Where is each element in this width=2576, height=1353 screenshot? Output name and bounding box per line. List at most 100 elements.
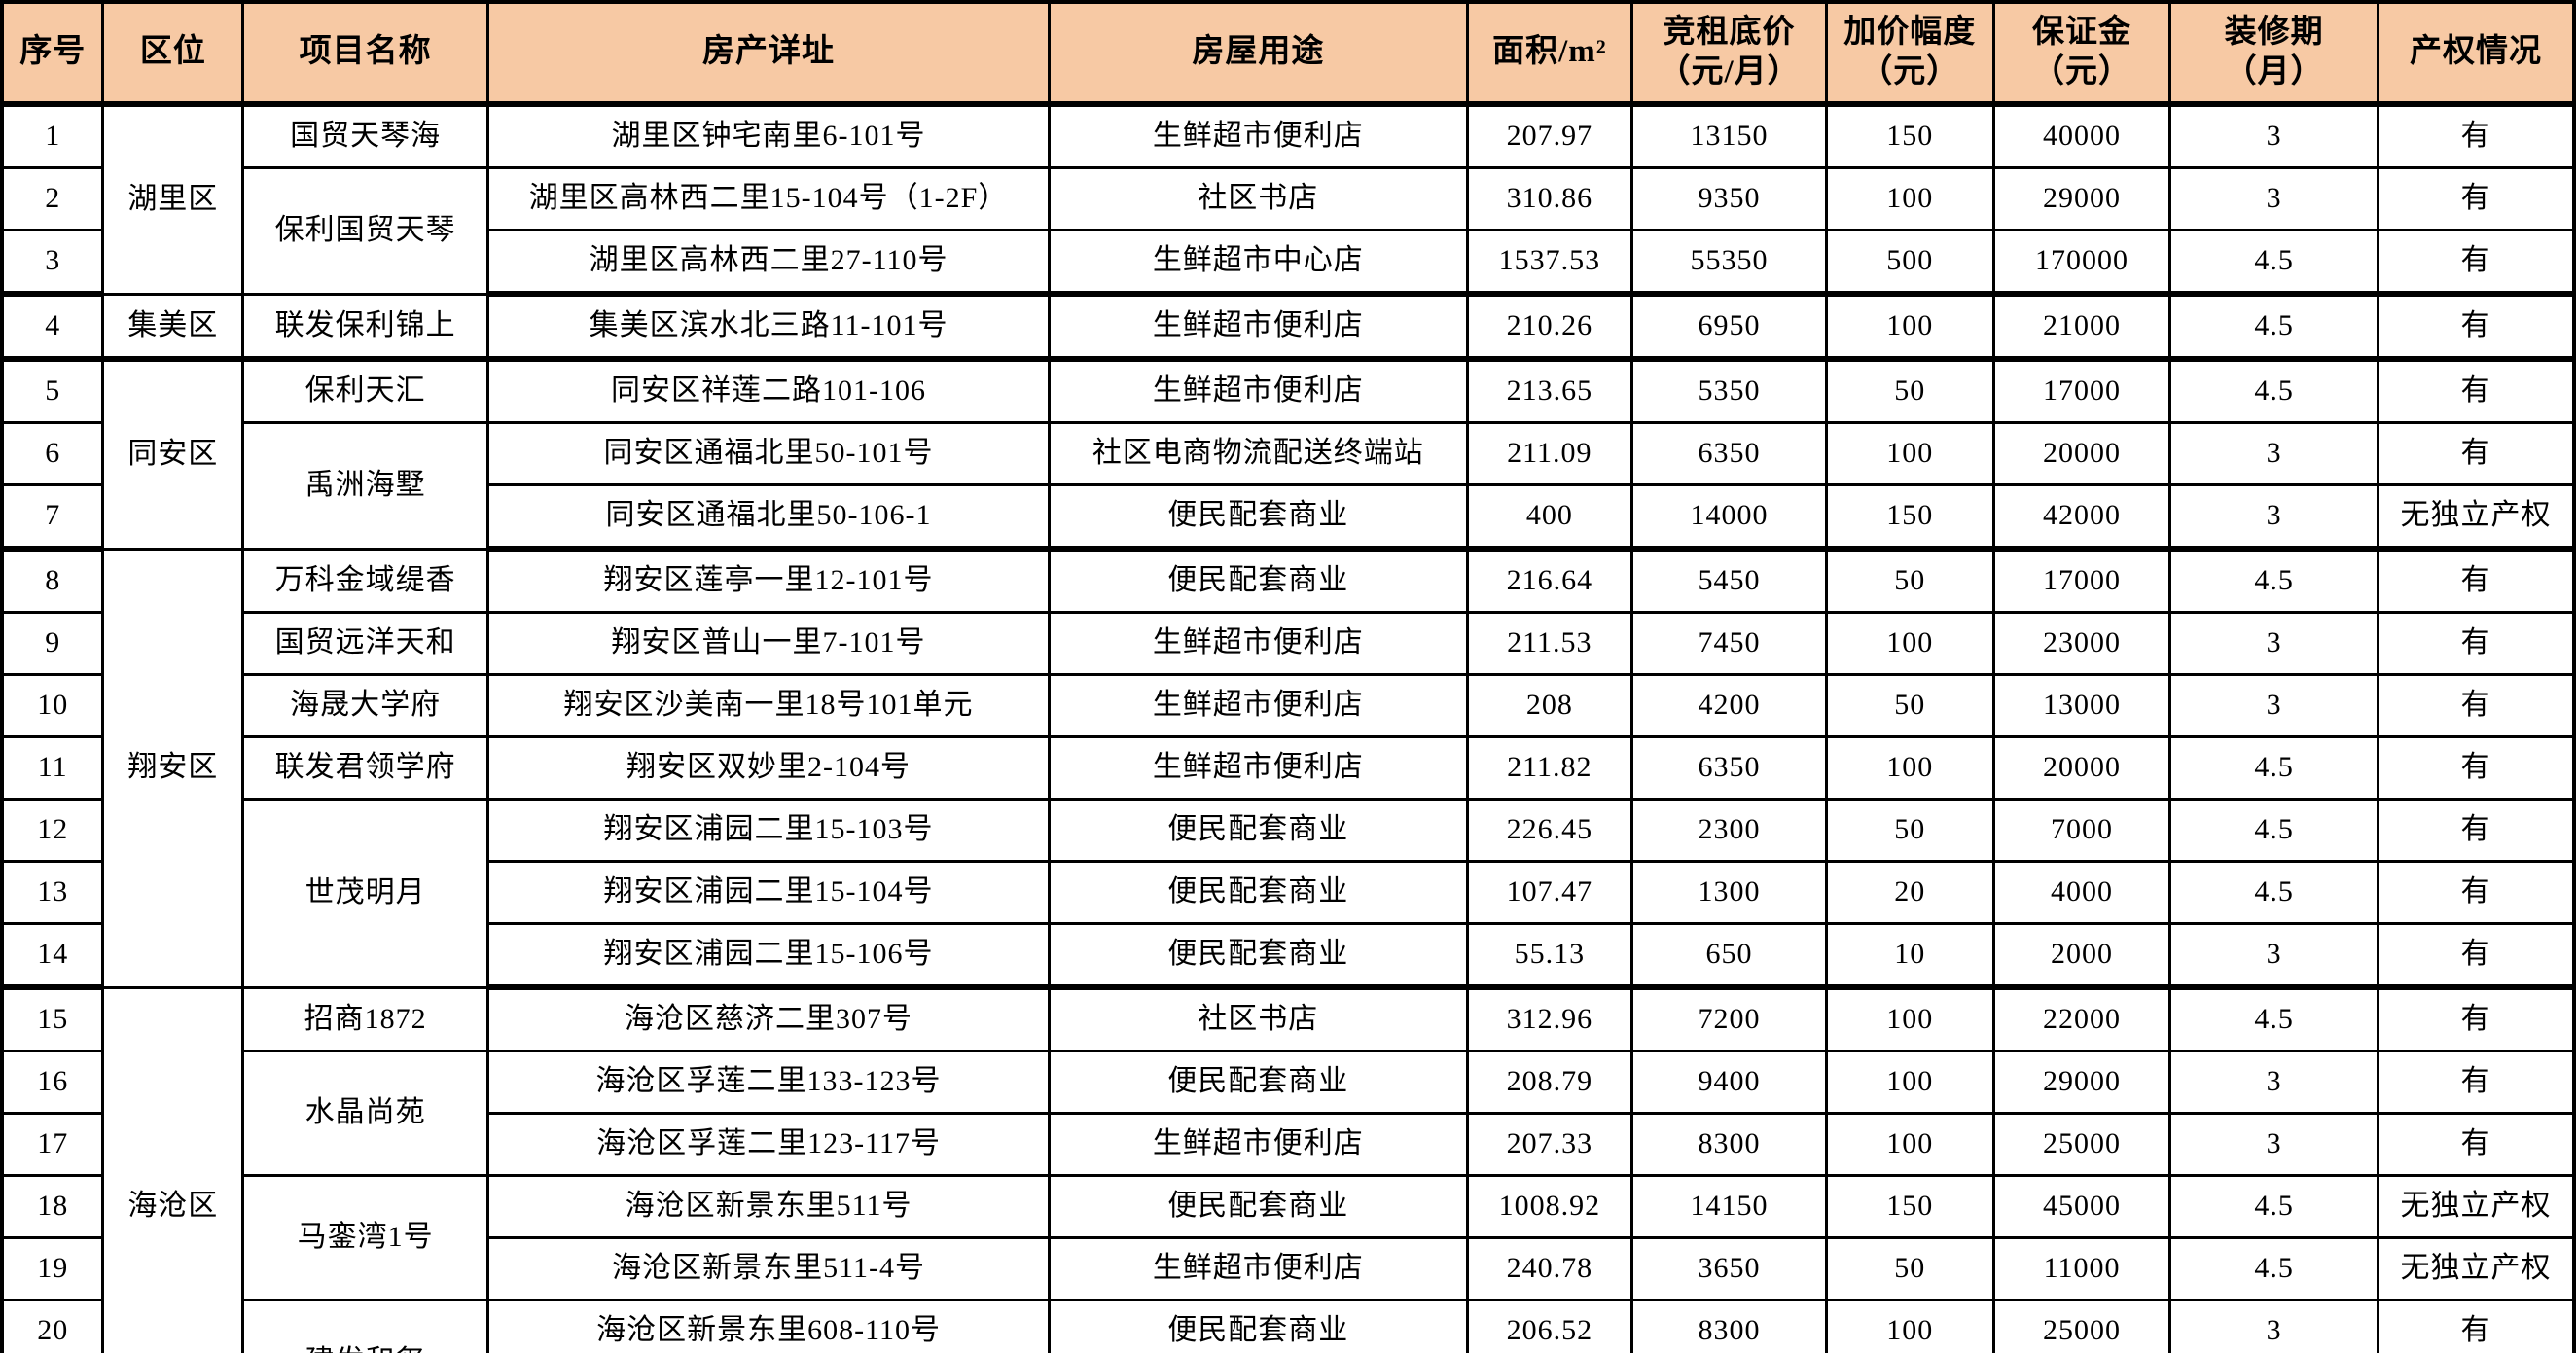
cell-base-rent: 14000 [1630,483,1828,552]
cell-base-rent: 9400 [1630,1050,1828,1115]
cell-area: 206.52 [1465,1299,1634,1353]
cell-address: 海沧区新景东里511号 [485,1174,1052,1239]
cell-increment: 100 [1824,292,1995,362]
column-header-ownership: 产权情况 [2376,0,2576,107]
cell-address: 海沧区新景东里608-110号 [485,1299,1052,1353]
cell-deposit: 17000 [1991,357,2172,424]
cell-base-rent: 2300 [1630,798,1828,863]
cell-district: 海沧区 [101,985,245,1353]
cell-deposit: 11000 [1991,1236,2172,1301]
cell-project: 禹洲海墅 [241,421,489,551]
cell-renovation: 4.5 [2168,798,2379,863]
cell-increment: 50 [1824,798,1995,863]
cell-district: 翔安区 [101,547,245,989]
cell-no: 9 [0,611,105,676]
cell-base-rent: 8300 [1630,1299,1828,1353]
cell-increment: 100 [1824,1112,1995,1177]
cell-renovation: 3 [2168,102,2379,169]
cell-ownership: 有 [2376,102,2576,169]
cell-renovation: 4.5 [2168,229,2379,297]
column-header-area: 面积/m² [1465,0,1634,107]
table-row: 10 海晟大学府 翔安区沙美南一里18号101单元 生鲜超市便利店 208 4200 50 1… [0,673,2576,738]
cell-usage: 社区书店 [1048,985,1469,1052]
cell-deposit: 20000 [1991,421,2172,486]
cell-usage: 便民配套商业 [1048,1050,1469,1115]
cell-ownership: 有 [2376,673,2576,738]
cell-no: 5 [0,357,105,424]
cell-usage: 便民配套商业 [1048,483,1469,552]
cell-usage: 便民配套商业 [1048,1174,1469,1239]
table-row: 20 建发和玺海沧区新景东里608-110号便民配套商业206.528300100… [0,1299,2576,1353]
cell-renovation: 3 [2168,1112,2379,1177]
cell-usage: 便民配套商业 [1048,1299,1469,1353]
cell-renovation: 4.5 [2168,547,2379,614]
cell-area: 107.47 [1465,860,1634,925]
cell-renovation: 4.5 [2168,292,2379,362]
cell-area: 213.65 [1465,357,1634,424]
cell-usage: 生鲜超市便利店 [1048,673,1469,738]
cell-base-rent: 7200 [1630,985,1828,1052]
column-header-address: 房产详址 [485,0,1052,107]
cell-increment: 50 [1824,357,1995,424]
cell-address: 同安区通福北里50-101号 [485,421,1052,486]
cell-ownership: 有 [2376,611,2576,676]
cell-no: 7 [0,483,105,552]
cell-renovation: 3 [2168,421,2379,486]
cell-address: 湖里区钟宅南里6-101号 [485,102,1052,169]
cell-increment: 150 [1824,1174,1995,1239]
cell-project: 万科金域缇香 [241,547,489,614]
cell-deposit: 40000 [1991,102,2172,169]
header-row: 序号 区位 项目名称 房产详址 房屋用途 面积/m² 竞租底价 （元/月） 加价幅度 （元）保… [0,0,2576,107]
cell-usage: 社区书店 [1048,166,1469,231]
cell-project: 世茂明月 [241,798,489,989]
cell-usage: 生鲜超市便利店 [1048,357,1469,424]
cell-renovation: 3 [2168,1050,2379,1115]
cell-no: 1 [0,102,105,169]
column-header-deposit: 保证金 （元） [1991,0,2172,107]
cell-deposit: 29000 [1991,1050,2172,1115]
cell-address: 翔安区莲亭一里12-101号 [485,547,1052,614]
cell-deposit: 25000 [1991,1112,2172,1177]
cell-increment: 500 [1824,229,1995,297]
cell-increment: 100 [1824,735,1995,801]
cell-area: 210.26 [1465,292,1634,362]
cell-no: 4 [0,292,105,362]
cell-deposit: 20000 [1991,735,2172,801]
cell-ownership: 有 [2376,1050,2576,1115]
cell-no: 17 [0,1112,105,1177]
cell-base-rent: 55350 [1630,229,1828,297]
cell-usage: 便民配套商业 [1048,860,1469,925]
cell-renovation: 3 [2168,166,2379,231]
table-body: 1 湖里区 国贸天琴海 湖里区钟宅南里6-101号 生鲜超市便利店 207.97 13150… [0,102,2576,1353]
table-row: 1 湖里区 国贸天琴海 湖里区钟宅南里6-101号 生鲜超市便利店 207.97 13150… [0,102,2576,296]
table-row: 12 世茂明月 翔安区浦园二里15-103号 便民配套商业 226.45 2300 50 70… [0,798,2576,989]
cell-renovation: 4.5 [2168,357,2379,424]
cell-area: 207.33 [1465,1112,1634,1177]
cell-deposit: 4000 [1991,860,2172,925]
cell-ownership: 有 [2376,922,2576,990]
cell-area: 211.53 [1465,611,1634,676]
cell-increment: 20 [1824,860,1995,925]
cell-renovation: 4.5 [2168,860,2379,925]
cell-usage: 社区电商物流配送终端站 [1048,421,1469,486]
table-header: 序号 区位 项目名称 房产详址 房屋用途 面积/m² 竞租底价 （元/月） 加价幅度 （元）保… [0,0,2576,107]
cell-address: 湖里区高林西二里15-104号（1-2F） [485,166,1052,231]
cell-area: 208.79 [1465,1050,1634,1115]
cell-ownership: 有 [2376,292,2576,362]
cell-base-rent: 3650 [1630,1236,1828,1301]
cell-address: 同安区祥莲二路101-106 [485,357,1052,424]
table-row: 14 翔安区浦园二里15-106号 便民配套商业 55.13 650 10 2000 3 有 [0,922,2576,990]
cell-base-rent: 14150 [1630,1174,1828,1239]
cell-ownership: 无独立产权 [2376,1236,2576,1301]
cell-address: 翔安区浦园二里15-106号 [485,922,1052,990]
cell-base-rent: 8300 [1630,1112,1828,1177]
cell-ownership: 有 [2376,735,2576,801]
cell-increment: 150 [1824,483,1995,552]
cell-address: 海沧区孚莲二里123-117号 [485,1112,1052,1177]
cell-renovation: 3 [2168,922,2379,990]
cell-ownership: 有 [2376,1112,2576,1177]
cell-deposit: 23000 [1991,611,2172,676]
column-header-project: 项目名称 [241,0,489,107]
cell-address: 翔安区沙美南一里18号101单元 [485,673,1052,738]
